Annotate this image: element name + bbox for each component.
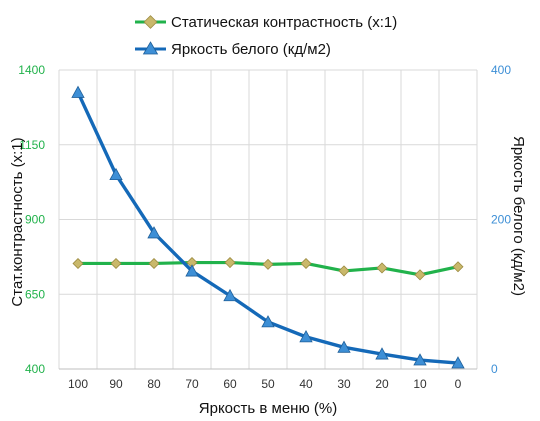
x-axis-title: Яркость в меню (%)	[199, 400, 337, 417]
x-tick-label: 60	[223, 377, 237, 391]
data-point	[413, 353, 427, 366]
series-brightness	[71, 85, 465, 369]
data-point	[223, 288, 237, 302]
data-point	[376, 262, 388, 274]
right-tick-label: 0	[491, 362, 498, 376]
data-point	[262, 258, 274, 270]
legend-item-contrast: Статическая контрастность (x:1)	[135, 14, 397, 31]
grid	[58, 69, 478, 370]
right-tick-label: 400	[491, 63, 511, 77]
legend-marker-brightness	[142, 41, 159, 55]
x-tick-label: 100	[68, 377, 88, 391]
data-point	[147, 226, 161, 239]
data-point	[148, 257, 160, 269]
x-tick-label: 10	[413, 377, 427, 391]
data-point	[185, 264, 199, 277]
x-tick-label: 20	[375, 377, 389, 391]
left-tick-label: 1150	[19, 138, 45, 152]
data-point	[186, 257, 198, 269]
data-point	[261, 315, 275, 328]
legend-label-brightness: Яркость белого (кд/м2)	[171, 41, 331, 58]
data-point	[337, 340, 351, 353]
legend-label-contrast: Статическая контрастность (x:1)	[171, 14, 397, 31]
series-layer	[71, 85, 465, 369]
data-point	[338, 265, 350, 277]
x-tick-label: 90	[109, 377, 123, 391]
data-point	[224, 257, 236, 269]
data-point	[299, 330, 313, 343]
data-point	[72, 257, 84, 269]
legend: Статическая контрастность (x:1) Яркость …	[135, 14, 397, 58]
ticks-layer: 100 90 80 70 60 50 40 30 20 10 0400650900115014000…	[18, 63, 511, 391]
legend-marker-contrast	[143, 15, 158, 29]
data-point	[71, 85, 85, 98]
series-contrast	[72, 257, 464, 281]
left-tick-label: 1400	[18, 63, 45, 77]
x-tick-label: 40	[299, 377, 313, 391]
data-point	[110, 257, 122, 269]
x-tick-label: 30	[337, 377, 351, 391]
left-tick-label: 650	[25, 287, 45, 301]
data-point	[109, 167, 123, 181]
legend-item-brightness: Яркость белого (кд/м2)	[135, 41, 331, 58]
x-tick-label: 0	[455, 377, 462, 391]
left-tick-label: 900	[25, 213, 45, 227]
left-axis-title: Стат.контрастность (x:1)	[9, 137, 26, 306]
data-point	[451, 356, 465, 369]
right-axis-title: Яркость белого (кд/м2)	[510, 136, 527, 296]
data-point	[452, 261, 464, 273]
x-tick-label: 80	[147, 377, 161, 391]
x-tick-label: 50	[261, 377, 275, 391]
data-point	[375, 347, 389, 360]
right-tick-label: 200	[491, 213, 511, 227]
left-tick-label: 400	[25, 362, 45, 376]
x-tick-label: 70	[185, 377, 199, 391]
data-point	[300, 257, 312, 269]
data-point	[414, 269, 426, 281]
